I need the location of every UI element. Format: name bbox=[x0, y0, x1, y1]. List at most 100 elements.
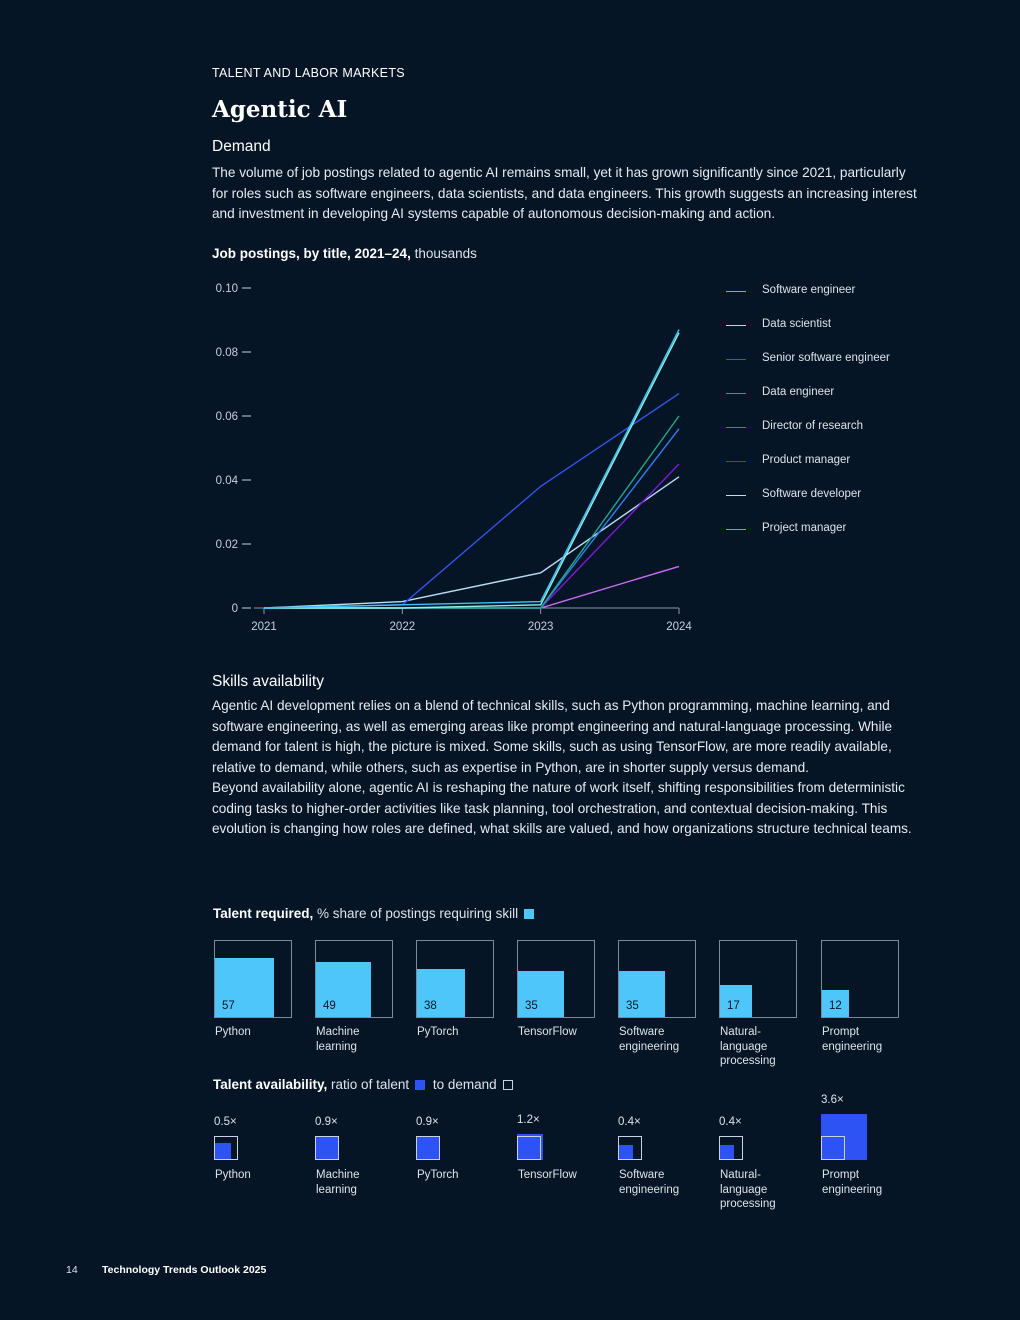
talent-required-fill bbox=[417, 968, 466, 1017]
legend-label: Director of research bbox=[762, 420, 863, 432]
talent-required-box: 17 bbox=[719, 940, 797, 1018]
chart-title: Job postings, by title, 2021–24, thousan… bbox=[212, 246, 477, 261]
talent-availability-value: 1.2× bbox=[517, 1113, 540, 1126]
legend-swatch bbox=[726, 461, 746, 462]
talent-availability-title-main: Talent availability, bbox=[213, 1077, 328, 1092]
talent-required-fill bbox=[518, 970, 565, 1017]
talent-required-title-desc: % share of postings requiring skill bbox=[313, 906, 519, 921]
y-tick-label: 0.08 bbox=[216, 347, 238, 359]
talent-required-value: 35 bbox=[626, 1000, 639, 1012]
talent-availability-label: TensorFlow bbox=[518, 1169, 577, 1181]
series-line-data-scientist bbox=[264, 332, 680, 609]
chart-legend: Software engineer Data scientist Senior so… bbox=[726, 284, 926, 556]
legend-item: Data scientist bbox=[726, 318, 926, 352]
talent-required-value: 35 bbox=[525, 1000, 538, 1012]
talent-availability-fill bbox=[719, 1144, 735, 1160]
series-line-software-developer bbox=[263, 476, 680, 609]
talent-required-box: 35 bbox=[517, 940, 595, 1018]
skills-paragraphs: Agentic AI development relies on a blend… bbox=[212, 696, 922, 840]
talent-availability-fill bbox=[416, 1137, 439, 1160]
skills-paragraph-1: Agentic AI development relies on a blend… bbox=[212, 698, 893, 775]
legend-swatch bbox=[726, 495, 746, 496]
demand-outline bbox=[821, 1136, 845, 1160]
talent-availability-title: Talent availability, ratio of talent to … bbox=[213, 1077, 513, 1092]
talent-required-box: 12 bbox=[821, 940, 899, 1018]
legend-swatch bbox=[726, 427, 746, 428]
talent-required-label: Natural-language processing bbox=[720, 1026, 776, 1067]
page-title: Agentic AI bbox=[212, 96, 348, 123]
talent-availability-fill bbox=[618, 1144, 634, 1160]
talent-required-box: 35 bbox=[618, 940, 696, 1018]
legend-swatch bbox=[726, 393, 746, 394]
legend-swatch bbox=[726, 291, 746, 292]
talent-required-value: 49 bbox=[323, 1000, 336, 1012]
chart-title-unit: thousands bbox=[410, 246, 477, 261]
demand-outline bbox=[517, 1136, 541, 1160]
legend-item: Product manager bbox=[726, 454, 926, 488]
talent-required-label: TensorFlow bbox=[518, 1026, 577, 1038]
demand-square-legend-icon bbox=[502, 1080, 513, 1090]
talent-availability-value: 0.4× bbox=[719, 1116, 742, 1128]
demand-heading: Demand bbox=[212, 138, 271, 155]
talent-square-legend-icon bbox=[415, 1080, 426, 1090]
skills-paragraph-2: Beyond availability alone, agentic AI is… bbox=[212, 780, 912, 836]
demand-outline bbox=[416, 1136, 440, 1160]
talent-required-fill bbox=[619, 970, 666, 1017]
talent-availability-label: Natural-language processing bbox=[720, 1169, 776, 1210]
talent-required-fill bbox=[822, 989, 850, 1017]
demand-paragraph: The volume of job postings related to ag… bbox=[212, 165, 917, 221]
job-postings-line-chart: 0 0.02 0.04 0.06 0.08 0.10 2021 2022 2023 2024 bbox=[216, 283, 693, 633]
legend-item: Director of research bbox=[726, 420, 926, 454]
legend-swatch bbox=[726, 359, 746, 360]
talent-required-value: 57 bbox=[222, 1000, 235, 1012]
legend-item: Senior software engineer bbox=[726, 352, 926, 386]
talent-availability-label: Python bbox=[215, 1169, 251, 1181]
talent-required-title-main: Talent required, bbox=[213, 906, 314, 921]
legend-label: Product manager bbox=[762, 454, 851, 466]
talent-required-fill bbox=[215, 958, 274, 1017]
legend-swatch bbox=[726, 325, 746, 326]
series-line-software-engineer bbox=[263, 329, 680, 609]
talent-required-box: 49 bbox=[315, 940, 393, 1018]
talent-availability-label: Machine learning bbox=[316, 1169, 360, 1196]
legend-label: Data scientist bbox=[762, 318, 832, 330]
talent-required-label: Python bbox=[215, 1026, 251, 1038]
demand-outline bbox=[214, 1136, 238, 1160]
talent-availability-value: 3.6× bbox=[821, 1094, 844, 1107]
talent-availability-title-desc: ratio of talent bbox=[327, 1077, 410, 1092]
skills-heading: Skills availability bbox=[212, 673, 324, 690]
talent-availability-value: 0.9× bbox=[416, 1116, 439, 1128]
talent-required-label: Machine learning bbox=[316, 1026, 360, 1053]
publication-title: Technology Trends Outlook 2025 bbox=[102, 1264, 267, 1276]
x-tick-label: 2024 bbox=[666, 621, 692, 633]
talent-availability-fill bbox=[821, 1114, 867, 1160]
demand-outline bbox=[315, 1136, 339, 1160]
talent-required-box: 57 bbox=[214, 940, 292, 1018]
series-line-data-engineer bbox=[264, 415, 680, 609]
talent-availability-title-mid: to demand bbox=[429, 1077, 497, 1092]
legend-item: Data engineer bbox=[726, 386, 926, 420]
y-tick-label: 0 bbox=[232, 603, 238, 615]
chart-title-main: Job postings, by title, 2021–24, bbox=[212, 246, 411, 261]
talent-availability-fill bbox=[517, 1133, 544, 1160]
talent-availability-fill bbox=[214, 1143, 231, 1160]
legend-label: Senior software engineer bbox=[762, 352, 890, 364]
legend-swatch bbox=[726, 529, 746, 530]
talent-availability-label: Prompt engineering bbox=[822, 1169, 883, 1196]
legend-label: Project manager bbox=[762, 522, 847, 534]
series-line-senior-software-engineer bbox=[263, 393, 680, 609]
required-square-legend-icon bbox=[524, 909, 535, 919]
x-tick-label: 2021 bbox=[251, 621, 277, 633]
talent-availability-value: 0.5× bbox=[214, 1116, 237, 1128]
talent-required-fill bbox=[720, 984, 753, 1017]
x-tick-label: 2023 bbox=[528, 621, 554, 633]
legend-label: Software developer bbox=[762, 488, 862, 500]
section-label: TALENT AND LABOR MARKETS bbox=[212, 66, 405, 80]
demand-outline bbox=[719, 1136, 743, 1160]
talent-availability-label: Software engineering bbox=[619, 1169, 680, 1196]
talent-required-label: PyTorch bbox=[417, 1026, 459, 1038]
talent-required-box: 38 bbox=[416, 940, 494, 1018]
talent-availability-value: 0.4× bbox=[618, 1116, 641, 1128]
talent-required-value: 38 bbox=[424, 1000, 437, 1012]
series-line-product-manager bbox=[264, 463, 680, 609]
